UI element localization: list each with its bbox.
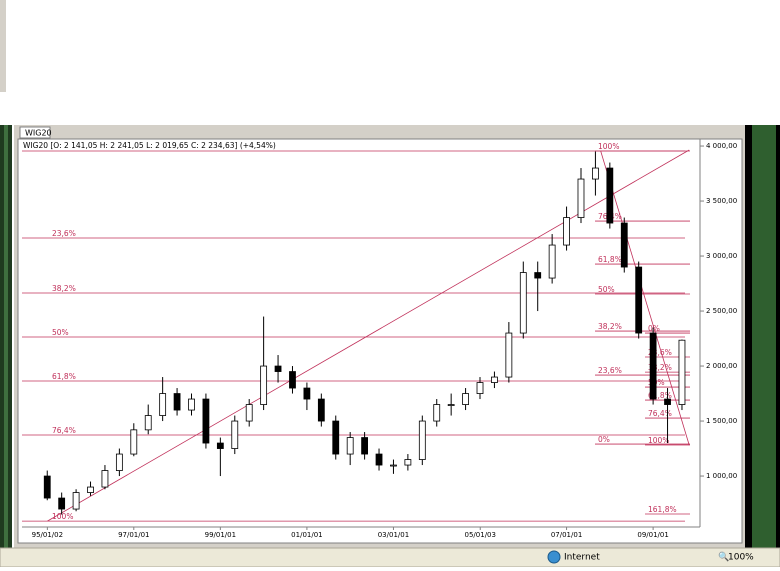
candle-body [303,387,311,400]
candle-body [260,365,268,405]
tab-label[interactable]: WIG20 [25,129,52,138]
fib-label: 38,2% [52,284,76,293]
x-tick-label: 97/01/01 [118,531,149,539]
candle-body [332,420,340,455]
x-tick-label: 05/01/03 [465,531,496,539]
candle-body [519,272,527,334]
candle-body [462,393,469,405]
candle-body [173,393,181,411]
fib-label: 161,8% [648,505,677,514]
fib-label: 76,4% [648,409,672,418]
candle-body [58,497,66,510]
y-tick-label: 1 000,00 [706,472,737,480]
status-bar [0,547,780,568]
candle-body [202,398,210,444]
candle-body [72,492,80,510]
fib-label: 23,6% [648,348,672,357]
candle-body [115,453,123,471]
candle-body [491,376,498,383]
candle-body [274,365,282,372]
x-tick-label: 09/01/01 [637,531,668,539]
status-zone: Internet [564,553,600,563]
candle-body [188,398,195,411]
candle-body [433,404,441,422]
zoom-icon[interactable]: 🔍 [718,551,729,563]
fib-label: 0% [598,435,610,444]
candle-body [245,404,253,422]
fib-label: 23,6% [598,366,622,375]
candle-body [635,266,643,334]
trend-line [600,150,690,446]
candle-body [43,475,51,499]
candle-body [144,415,152,431]
fib-label: 61,8% [648,391,672,400]
tab[interactable] [19,126,51,139]
candle-body [548,244,556,279]
candle-body [216,442,224,449]
candle-body [404,459,412,466]
candle-body [649,332,657,400]
candle-body [101,470,109,488]
y-tick-label: 2 500,00 [706,307,737,315]
y-tick-label: 2 000,00 [706,362,737,370]
right-frame-stripe [752,125,776,548]
candle-body [620,222,628,268]
candle-body [534,272,542,279]
zoom-level[interactable]: 100% [728,553,754,563]
fib-label: 100% [648,436,669,445]
chart-panel [17,138,743,544]
quote-info: WIG20 [O: 2 141,05 H: 2 241,05 L: 2 019,… [23,141,276,150]
y-tick-label: 3 500,00 [706,197,737,205]
candle-body [476,382,484,394]
fib-label: 38,2% [598,322,622,331]
candle-body [447,404,455,406]
candle-body [130,429,138,455]
candle-body [159,393,167,416]
fib-label: 100% [598,142,619,151]
candle-body [390,464,397,467]
x-tick-label: 01/01/01 [291,531,322,539]
candle-body [678,339,686,405]
fib-label: 23,6% [52,229,76,238]
y-tick-label: 3 000,00 [706,252,737,260]
y-tick-label: 1 500,00 [706,417,737,425]
candle-body [664,398,671,405]
fib-label: 76,4% [52,426,76,435]
candle-body [592,167,599,180]
fib-label: 61,8% [598,255,622,264]
left-frame-stripe [4,125,8,548]
x-tick-label: 95/01/02 [32,531,63,539]
fib-label: 50% [52,328,69,337]
candle-body [289,371,296,389]
candle-body [346,437,354,455]
fib-label: 100% [52,512,73,521]
fib-label: 50% [598,285,615,294]
candle-body [361,437,369,455]
blank-area [0,0,780,125]
globe-icon [547,550,561,564]
candle-body [606,167,614,224]
fib-label: 61,8% [52,372,76,381]
x-tick-label: 99/01/01 [205,531,236,539]
y-tick-label: 4 000,00 [706,142,737,150]
x-tick-label: 03/01/01 [378,531,409,539]
x-tick-label: 07/01/01 [551,531,582,539]
fib-label: 38,2% [648,363,672,372]
candle-body [317,398,325,422]
candle-body [563,217,570,246]
candle-body [505,332,513,378]
candle-body [418,420,426,460]
candle-body [87,486,94,493]
candle-body [577,178,585,218]
candle-body [231,420,239,449]
candle-body [375,453,383,466]
window-edge [0,0,6,92]
